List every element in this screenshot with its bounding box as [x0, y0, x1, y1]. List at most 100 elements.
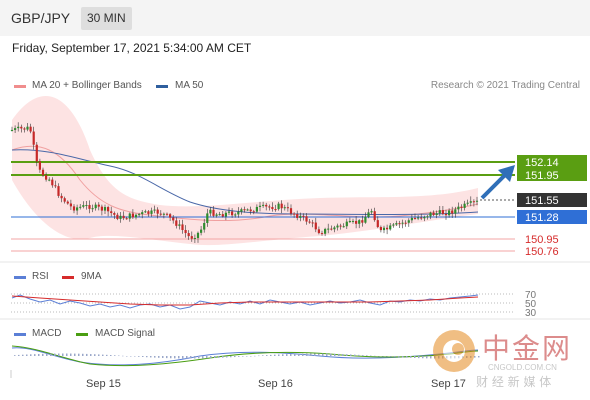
candle-body [29, 126, 32, 132]
macd-histogram-bar [106, 354, 108, 356]
macd-histogram-bar [50, 353, 52, 356]
rsi-ma-legend-label: 9MA [81, 271, 102, 282]
candle-body [94, 204, 97, 209]
candle-body [429, 212, 432, 217]
candle-body [209, 209, 212, 214]
candle-body [17, 126, 20, 129]
candle-body [283, 207, 286, 209]
candle-body [97, 204, 100, 207]
macd-histogram-bar [62, 353, 64, 356]
candle-body [175, 220, 178, 226]
macd-histogram-bar [26, 354, 28, 356]
candle-body [54, 185, 57, 187]
ma50-legend-label: MA 50 [175, 80, 204, 91]
level-label-152-14: 152.14 [525, 157, 559, 169]
candle-body [203, 223, 206, 230]
candle-body [299, 215, 302, 218]
candle-body [255, 206, 258, 212]
macd-histogram-bar [146, 356, 148, 358]
candle-body [336, 225, 339, 228]
candle-body [57, 186, 60, 196]
candle-body [103, 207, 107, 211]
macd-histogram-bar [18, 354, 20, 356]
candle-body [432, 212, 435, 215]
candle-body [435, 213, 438, 215]
header-bar: GBP/JPY 30 MIN [0, 0, 590, 36]
candle-body [128, 213, 131, 219]
candle-body [355, 220, 358, 224]
macd-histogram-bar [330, 353, 332, 356]
candle-body [60, 195, 63, 199]
research-credit: Research © 2021 Trading Central [430, 80, 580, 91]
candle-body [221, 214, 224, 217]
macd-histogram-bar [30, 354, 32, 356]
candle-body [265, 204, 268, 207]
candle-body [147, 211, 150, 214]
macd-histogram-bar [54, 353, 56, 356]
candle-body [333, 227, 336, 230]
candle-body [224, 212, 227, 217]
macd-histogram-bar [130, 356, 132, 357]
candle-body [454, 209, 457, 214]
candle-body [407, 220, 410, 223]
macd-histogram-bar [314, 353, 316, 356]
candle-body [169, 214, 172, 218]
macd-signal-legend-swatch [76, 333, 88, 336]
candle-body [165, 213, 169, 215]
candle-body [320, 233, 324, 235]
candle-body [401, 222, 404, 224]
candle-body [20, 126, 23, 129]
rsi-tick-70: 70 [525, 290, 537, 301]
candle-body [317, 229, 320, 234]
candle-body [472, 201, 475, 203]
candle-body [339, 225, 342, 227]
candle-body [373, 211, 376, 221]
macd-histogram-bar [406, 356, 408, 358]
candle-body [441, 210, 444, 214]
ma20-legend-label: MA 20 + Bollinger Bands [32, 80, 142, 91]
candle-body [184, 229, 187, 234]
macd-histogram-bar [34, 354, 36, 356]
candle-body [122, 215, 125, 219]
macd-histogram-bar [158, 356, 160, 358]
candle-body [243, 209, 246, 211]
level-label-box [517, 168, 587, 181]
candle-body [144, 211, 147, 213]
macd-histogram-bar [278, 354, 280, 356]
macd-histogram-bar [270, 354, 272, 356]
candle-body [26, 126, 29, 130]
candle-body [296, 214, 299, 218]
candle-body [88, 205, 91, 209]
macd-histogram-bar [226, 356, 228, 358]
macd-histogram-bar [190, 356, 192, 359]
pair-title: GBP/JPY [11, 10, 71, 26]
timeframe-button[interactable]: 30 MIN [81, 7, 132, 30]
candlestick-series [10, 122, 479, 243]
candle-body [392, 224, 395, 226]
macd-histogram-bar [118, 355, 120, 357]
candle-body [79, 206, 82, 208]
macd-histogram-bar [66, 353, 68, 356]
macd-histogram-bar [398, 356, 400, 358]
candle-body [10, 129, 14, 131]
macd-histogram-bar [354, 354, 356, 356]
level-labels: 152.14 151.95 151.55 151.28 150.95 150.7… [517, 155, 587, 258]
macd-histogram-bar [326, 353, 328, 356]
macd-histogram-bar [250, 356, 252, 357]
candle-body [66, 201, 69, 204]
macd-histogram-bar [342, 354, 344, 356]
candle-body [110, 211, 113, 214]
macd-histogram-bar [286, 354, 288, 356]
candle-body [448, 210, 451, 216]
candle-body [262, 204, 265, 206]
macd-histogram-bar [98, 354, 100, 356]
level-label-150-76: 150.76 [525, 246, 559, 258]
macd-signal-legend-label: MACD Signal [95, 328, 156, 339]
candle-body [420, 217, 423, 219]
candle-body [76, 207, 79, 211]
candle-body [324, 228, 327, 234]
macd-histogram-bar [274, 354, 276, 356]
macd-histogram-bar [234, 356, 236, 358]
macd-histogram-bar [346, 354, 348, 356]
